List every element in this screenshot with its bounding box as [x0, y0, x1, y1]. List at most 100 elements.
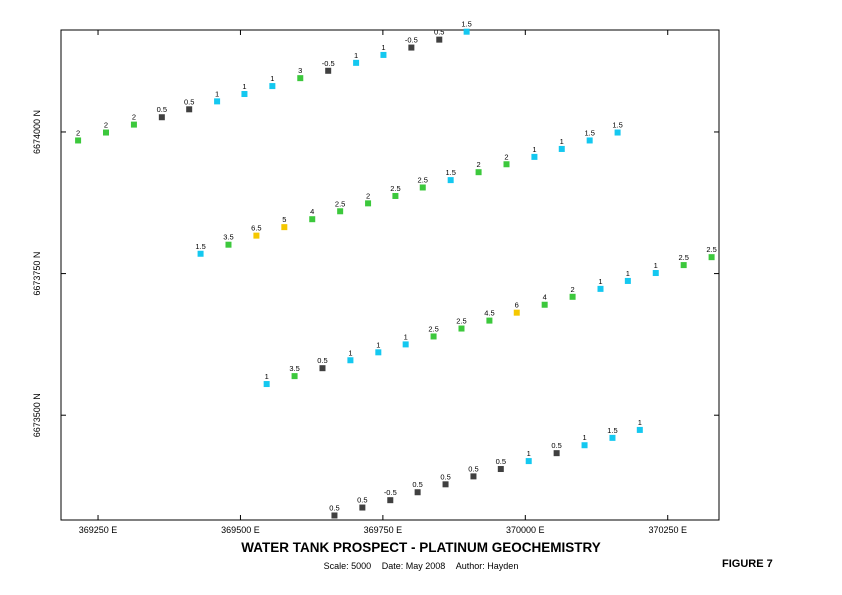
- sample-value-label: 1: [376, 340, 380, 349]
- sample-value-label: 2.5: [335, 199, 345, 208]
- sample-value-label: 4.5: [484, 309, 494, 318]
- sample-value-label: 2: [477, 160, 481, 169]
- sample-value-label: 0.5: [496, 457, 506, 466]
- sample-marker: [197, 250, 204, 257]
- sample-value-label: 2.5: [678, 253, 688, 262]
- sample-value-label: 6: [515, 301, 519, 310]
- sample-value-label: 1: [265, 372, 269, 381]
- sample-value-label: -0.5: [405, 36, 418, 45]
- sample-value-label: 6.5: [251, 224, 261, 233]
- y-tick-label: 6673500 N: [32, 393, 42, 437]
- sample-marker: [430, 333, 437, 340]
- sample-marker: [130, 121, 137, 128]
- sample-marker: [553, 450, 560, 457]
- sample-marker: [263, 381, 270, 388]
- sample-marker: [447, 177, 454, 184]
- x-tick-label: 370250 E: [648, 525, 687, 535]
- sample-marker: [569, 293, 576, 300]
- sample-marker: [680, 262, 687, 269]
- sample-marker: [365, 200, 372, 207]
- sample-marker: [337, 208, 344, 215]
- sample-marker: [225, 241, 232, 248]
- sample-marker: [419, 184, 426, 191]
- sample-marker: [442, 481, 449, 488]
- sample-marker: [652, 270, 659, 277]
- sample-value-label: 1.5: [584, 128, 594, 137]
- sample-value-label: 2.5: [456, 317, 466, 326]
- sample-marker: [186, 106, 193, 113]
- sample-marker: [581, 442, 588, 449]
- sample-marker: [414, 489, 421, 496]
- sample-value-label: 3.5: [289, 364, 299, 373]
- sample-value-label: 1: [582, 433, 586, 442]
- sample-marker: [353, 59, 360, 66]
- sample-marker: [624, 277, 631, 284]
- sample-value-label: 2: [132, 113, 136, 122]
- sample-value-label: 2: [104, 121, 108, 130]
- sample-value-label: 0.5: [551, 441, 561, 450]
- x-tick-label: 370000 E: [506, 525, 545, 535]
- sample-marker: [497, 466, 504, 473]
- x-tick-label: 369500 E: [221, 525, 260, 535]
- sample-marker: [241, 91, 248, 98]
- sample-value-label: 1: [598, 277, 602, 286]
- sample-value-label: -0.5: [384, 488, 397, 497]
- sample-marker: [402, 341, 409, 348]
- sample-marker: [586, 137, 593, 144]
- sample-value-label: 1: [638, 418, 642, 427]
- sample-value-label: 2: [504, 152, 508, 161]
- sample-marker: [103, 129, 110, 136]
- sample-value-label: 0.5: [184, 97, 194, 106]
- sample-marker: [359, 504, 366, 511]
- sample-value-label: -0.5: [322, 59, 335, 68]
- sample-value-label: 2.5: [390, 184, 400, 193]
- sample-value-label: 2.5: [428, 324, 438, 333]
- sample-marker: [375, 349, 382, 356]
- sample-value-label: 3.5: [223, 233, 233, 242]
- sample-marker: [609, 434, 616, 441]
- sample-value-label: 0.5: [317, 356, 327, 365]
- sample-marker: [458, 325, 465, 332]
- sample-value-label: 0.5: [440, 472, 450, 481]
- sample-marker: [541, 301, 548, 308]
- sample-marker: [75, 137, 82, 144]
- sample-marker: [531, 153, 538, 160]
- sample-marker: [708, 254, 715, 261]
- sample-value-label: 1: [527, 449, 531, 458]
- axes: 369250 E 369500 E 369750 E 370000 E 370250 E…: [32, 30, 719, 535]
- sample-marker: [597, 285, 604, 292]
- sample-marker: [297, 75, 304, 82]
- sample-value-label: 0.5: [329, 503, 339, 512]
- sample-marker: [380, 51, 387, 58]
- y-tick-label: 6674000 N: [32, 110, 42, 154]
- sample-value-label: 1: [215, 89, 219, 98]
- sample-marker: [475, 169, 482, 176]
- sample-value-label: 2: [571, 285, 575, 294]
- sample-marker: [614, 129, 621, 136]
- sample-marker: [408, 44, 415, 51]
- sample-value-label: 2: [366, 191, 370, 200]
- sample-marker: [470, 473, 477, 480]
- sample-marker: [309, 216, 316, 223]
- sample-marker: [269, 83, 276, 90]
- sample-value-label: 1: [532, 145, 536, 154]
- scale-text: Scale: 5000: [323, 561, 372, 571]
- sample-value-label: 1: [626, 269, 630, 278]
- sample-marker: [525, 458, 532, 465]
- sample-marker: [325, 67, 332, 74]
- sample-marker: [253, 232, 260, 239]
- sample-marker: [158, 114, 165, 121]
- sample-value-label: 1.5: [607, 426, 617, 435]
- sample-value-label: 4: [543, 293, 547, 302]
- sample-value-label: 1.5: [461, 20, 471, 29]
- sample-value-label: 1.5: [445, 168, 455, 177]
- sample-value-label: 1.5: [195, 242, 205, 251]
- sample-marker: [392, 192, 399, 199]
- author-text: Author: Hayden: [455, 561, 519, 571]
- sample-value-label: 0.5: [434, 28, 444, 37]
- figure-subtitle: Scale: 5000 Date: May 2008 Author: Hayde…: [0, 561, 842, 571]
- sample-marker: [503, 161, 510, 168]
- sample-marker: [214, 98, 221, 105]
- sample-value-label: 1: [381, 43, 385, 52]
